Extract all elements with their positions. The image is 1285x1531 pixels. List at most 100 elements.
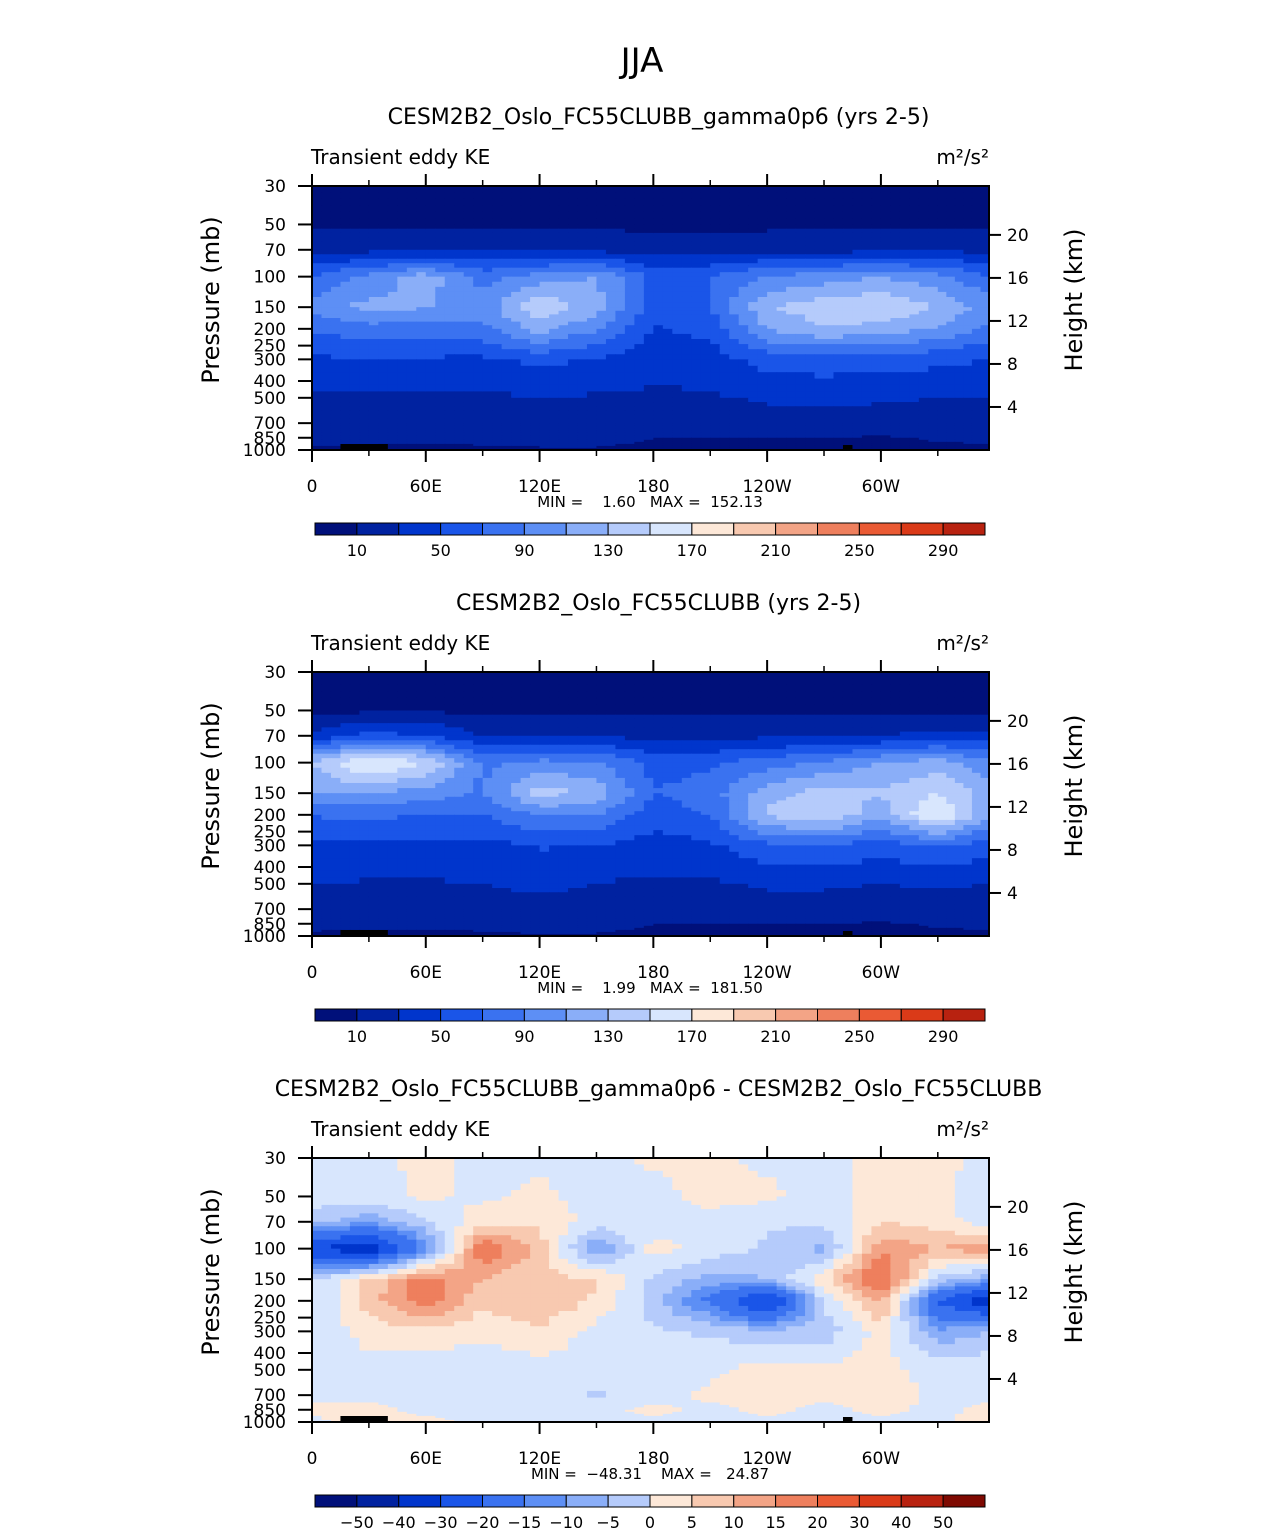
- field-cell: [653, 430, 664, 434]
- field-cell: [406, 267, 417, 273]
- field-cell: [530, 391, 541, 399]
- field-cell: [805, 228, 816, 234]
- field-cell: [454, 447, 465, 450]
- field-cell: [805, 410, 816, 416]
- field-cell: [980, 378, 989, 386]
- field-cell: [786, 704, 797, 712]
- field-cell: [719, 263, 730, 269]
- field-cell: [937, 435, 947, 439]
- field-cell: [937, 384, 947, 393]
- field-cell: [624, 418, 635, 424]
- field-cell: [634, 378, 645, 386]
- field-cell: [767, 354, 778, 360]
- field-cell: [937, 678, 947, 686]
- field-cell: [454, 441, 465, 445]
- field-cell: [691, 267, 702, 273]
- field-cell: [861, 691, 873, 699]
- field-cell: [643, 423, 654, 427]
- field-cell: [963, 402, 973, 407]
- field-cell: [833, 372, 844, 380]
- field-cell: [406, 205, 417, 213]
- field-cell: [852, 325, 863, 330]
- field-cell: [473, 228, 484, 234]
- field-cell: [558, 258, 569, 264]
- field-cell: [539, 310, 550, 315]
- field-cell: [368, 391, 379, 399]
- field-cell: [852, 339, 863, 345]
- field-cell: [586, 439, 598, 443]
- field-cell: [425, 428, 436, 432]
- field-cell: [482, 430, 493, 434]
- field-cell: [530, 718, 541, 724]
- field-cell: [482, 432, 493, 436]
- field-cell: [691, 333, 702, 340]
- field-cell: [824, 302, 835, 308]
- field-cell: [890, 263, 901, 269]
- field-cell: [359, 286, 370, 293]
- field-cell: [805, 406, 816, 412]
- field-cell: [568, 321, 579, 326]
- field-cell: [416, 254, 427, 260]
- field-cell: [767, 372, 778, 380]
- field-cell: [454, 286, 465, 293]
- field-cell: [937, 228, 947, 234]
- field-cell: [729, 697, 740, 705]
- field-cell: [330, 344, 342, 350]
- field-cell: [312, 414, 323, 420]
- field-cell: [349, 296, 361, 303]
- field-cell: [435, 445, 446, 449]
- field-cell: [368, 423, 379, 427]
- field-cell: [719, 186, 730, 194]
- field-cell: [842, 430, 854, 434]
- field-cell: [416, 328, 427, 335]
- field-cell: [814, 432, 825, 436]
- field-cell: [406, 237, 417, 242]
- field-cell: [501, 435, 512, 439]
- field-cell: [767, 296, 778, 303]
- field-cell: [662, 267, 673, 273]
- field-cell: [378, 333, 389, 340]
- field-cell: [918, 430, 929, 434]
- field-cell: [349, 186, 361, 194]
- field-cell: [568, 378, 579, 386]
- field-cell: [530, 344, 541, 350]
- field-cell: [909, 263, 920, 269]
- field-cell: [425, 349, 436, 355]
- field-cell: [624, 372, 635, 380]
- field-cell: [643, 441, 654, 445]
- field-cell: [795, 192, 806, 200]
- field-cell: [349, 237, 361, 242]
- field-cell: [634, 406, 645, 412]
- field-cell: [719, 321, 730, 326]
- field-cell: [340, 718, 351, 724]
- field-cell: [359, 430, 370, 434]
- field-cell: [653, 425, 664, 429]
- field-cell: [748, 365, 759, 373]
- field-cell: [397, 245, 408, 251]
- field-cell: [909, 423, 920, 427]
- field-cell: [719, 349, 730, 355]
- field-cell: [359, 432, 370, 436]
- field-cell: [406, 441, 417, 445]
- field-cell: [378, 418, 389, 424]
- field-cell: [634, 296, 645, 303]
- field-cell: [435, 325, 446, 330]
- field-cell: [776, 254, 787, 260]
- field-cell: [568, 272, 579, 278]
- field-cell: [596, 328, 607, 335]
- field-cell: [880, 296, 891, 303]
- field-cell: [634, 310, 645, 315]
- field-cell: [890, 241, 901, 247]
- field-cell: [963, 228, 973, 234]
- field-cell: [387, 443, 398, 447]
- field-cell: [681, 441, 692, 445]
- field-cell: [980, 310, 989, 315]
- field-cell: [473, 441, 484, 445]
- field-cell: [890, 418, 901, 424]
- field-cell: [954, 359, 964, 367]
- field-cell: [909, 354, 920, 360]
- field-cell: [842, 354, 854, 360]
- field-cell: [539, 432, 550, 436]
- field-cell: [653, 281, 664, 288]
- field-cell: [963, 245, 973, 251]
